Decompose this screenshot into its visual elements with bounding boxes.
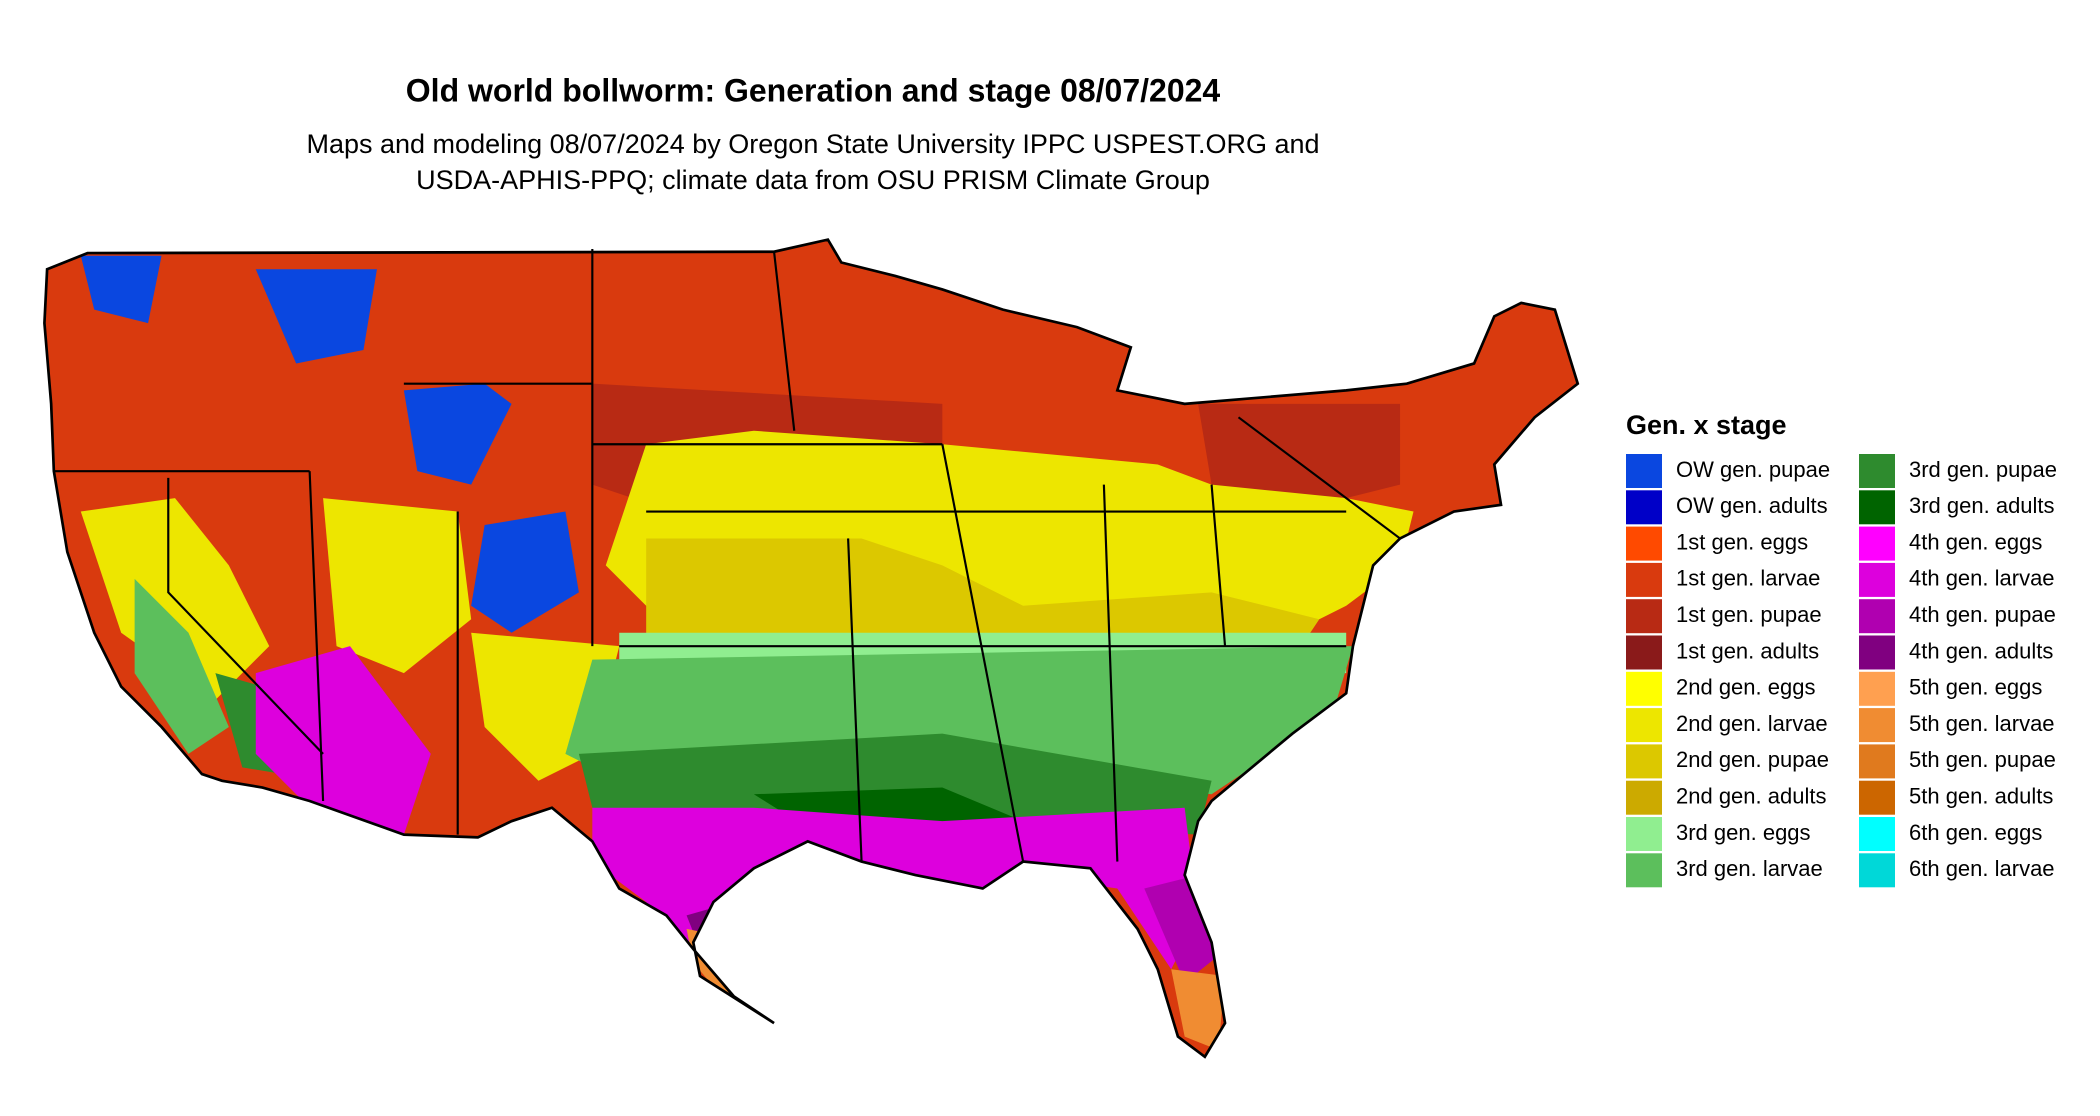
legend-swatch — [1859, 853, 1895, 888]
legend-swatch — [1626, 635, 1662, 670]
legend-swatch — [1626, 780, 1662, 815]
legend-swatch — [1626, 744, 1662, 779]
legend-label: 4th gen. pupae — [1909, 602, 2056, 627]
stage-region — [323, 498, 472, 674]
legend-label: 2nd gen. pupae — [1676, 747, 1829, 772]
stage-region — [403, 383, 512, 485]
stage-region — [255, 269, 377, 364]
legend-label: 1st gen. larvae — [1676, 566, 1820, 591]
legend-swatch — [1859, 490, 1895, 525]
legend-swatch — [1859, 635, 1895, 670]
legend-label: 1st gen. eggs — [1676, 529, 1808, 554]
legend: OW gen. pupae OW gen. adults 1st gen. eggs… — [1626, 454, 2057, 888]
stage-region — [471, 511, 579, 633]
legend-label: 2nd gen. eggs — [1676, 675, 1815, 700]
legend-label: 6th gen. eggs — [1909, 820, 2042, 845]
map-subtitle: Maps and modeling 08/07/2024 by Oregon S… — [306, 129, 1319, 159]
legend-label: 2nd gen. adults — [1676, 784, 1826, 809]
legend-label: OW gen. adults — [1676, 493, 1828, 518]
legend-swatch — [1859, 817, 1895, 851]
stage-region — [1171, 969, 1226, 1051]
legend-swatch — [1626, 708, 1662, 743]
legend-label: 5th gen. eggs — [1909, 675, 2042, 700]
legend-label: 5th gen. pupae — [1909, 747, 2056, 772]
legend-label: 4th gen. adults — [1909, 638, 2053, 663]
map — [43, 238, 1580, 1059]
legend-label: 3rd gen. eggs — [1676, 820, 1811, 845]
legend-swatch — [1859, 708, 1895, 743]
stage-region — [80, 255, 162, 324]
legend-label: 2nd gen. larvae — [1676, 711, 1828, 736]
legend-label: 3rd gen. adults — [1909, 493, 2055, 518]
legend-label: 1st gen. adults — [1676, 638, 1819, 663]
legend-swatch — [1626, 526, 1662, 561]
legend-swatch — [1626, 671, 1662, 706]
legend-label: 3rd gen. pupae — [1909, 457, 2057, 482]
legend-swatch — [1626, 599, 1662, 634]
stage-region — [1198, 403, 1401, 512]
legend-label: OW gen. pupae — [1676, 457, 1830, 482]
stage-region — [134, 578, 229, 754]
legend-swatch — [1626, 562, 1662, 597]
legend-label: 4th gen. eggs — [1909, 529, 2042, 554]
legend-swatch — [1626, 853, 1662, 888]
legend-swatch — [1859, 562, 1895, 597]
legend-label: 3rd gen. larvae — [1676, 856, 1823, 881]
map-subtitle: USDA-APHIS-PPQ; climate data from OSU PR… — [416, 165, 1210, 195]
legend-label: 1st gen. pupae — [1676, 602, 1822, 627]
legend-label: 4th gen. larvae — [1909, 566, 2055, 591]
stage-region — [255, 646, 431, 835]
legend-swatch — [1859, 780, 1895, 815]
us-outline — [43, 238, 1580, 1059]
legend-swatch — [1859, 526, 1895, 561]
legend-swatch — [1626, 454, 1662, 488]
legend-swatch — [1859, 671, 1895, 706]
map-regions — [44, 239, 1578, 1057]
legend-label: 6th gen. larvae — [1909, 856, 2055, 881]
legend-swatch — [1859, 599, 1895, 634]
map-title: Old world bollworm: Generation and stage… — [406, 72, 1221, 108]
legend-swatch — [1859, 744, 1895, 779]
legend-title: Gen. x stage — [1626, 410, 1787, 440]
legend-swatch — [1859, 454, 1895, 488]
state-borders — [53, 249, 1401, 862]
legend-label: 5th gen. adults — [1909, 784, 2053, 809]
legend-swatch — [1626, 817, 1662, 851]
legend-label: 5th gen. larvae — [1909, 711, 2055, 736]
legend-swatch — [1626, 490, 1662, 525]
